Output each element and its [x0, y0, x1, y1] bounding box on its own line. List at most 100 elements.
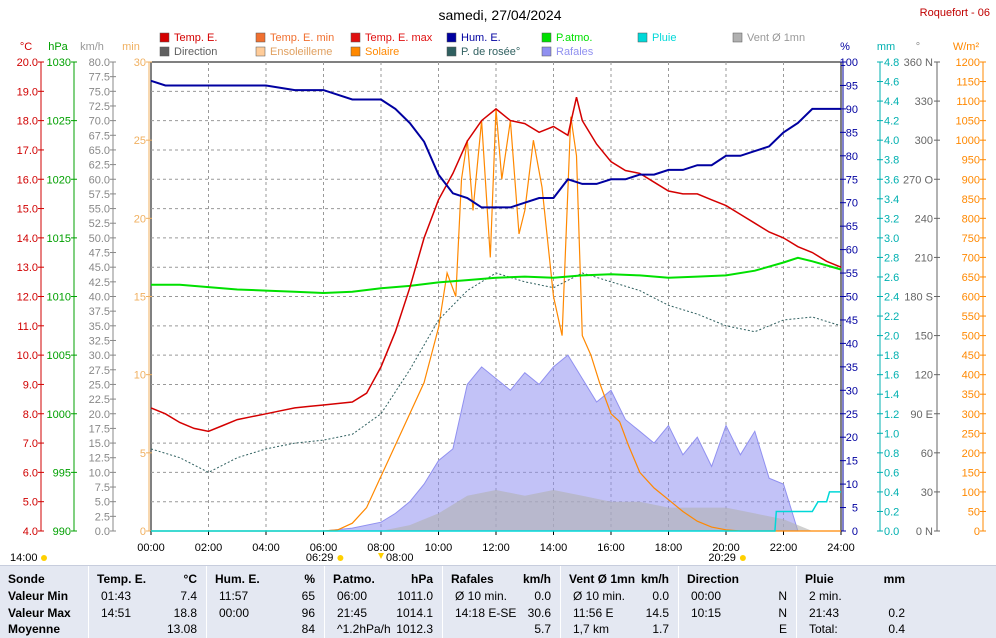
axis-tick-label: 55	[846, 268, 858, 280]
summary-cell-row: 00:00 N	[679, 587, 797, 605]
axis-tick-label: 2.8	[884, 252, 899, 264]
summary-cell-label: 00:00	[219, 606, 250, 620]
axis-tick-label: 10.0	[89, 467, 110, 479]
axis-tick-label: 22.5	[89, 394, 110, 406]
axis-tick-label: 1000	[47, 409, 71, 421]
axis-tick-label: 30	[921, 487, 933, 499]
axis-tick-label: 20	[134, 213, 146, 225]
axis-tick-label: 60.0	[89, 174, 110, 186]
axis-tick-label: 450	[962, 350, 980, 362]
x-tick-label: 18:00	[655, 542, 683, 554]
x-tick-label: 02:00	[195, 542, 223, 554]
chart-plot-area	[150, 79, 842, 532]
axis-tick-label: 0.2	[884, 506, 899, 518]
axis-tick-label: 6.0	[23, 467, 38, 479]
series-hum-e-	[150, 79, 841, 209]
axis-tick-label: 4.6	[884, 77, 899, 89]
axis-tick-label: 120	[915, 370, 933, 382]
summary-cell-value: 18.8	[173, 606, 197, 620]
axis-tick-label: 1200	[956, 57, 980, 69]
axis-tick-label: 65.0	[89, 145, 110, 157]
axis-tick-label: 1030	[47, 57, 71, 69]
axis-tick-label: 4.0	[884, 135, 899, 147]
legend-swatch	[350, 46, 361, 57]
summary-cell-label: 00:00	[691, 589, 722, 603]
summary-unit: km/h	[522, 572, 551, 586]
axis-tick-label: 60	[921, 448, 933, 460]
summary-title: Hum. E.	[215, 572, 260, 586]
axis-tick-label: 47.5	[89, 248, 110, 260]
axis-tick-label: 350	[962, 389, 980, 401]
axis-tick-label: 180 S	[904, 292, 933, 304]
axis-tick-label: 14.0	[17, 233, 38, 245]
summary-cell-value: E	[778, 622, 787, 636]
axis-tick-label: 4.4	[884, 96, 899, 108]
axis-unit-label: °C	[20, 41, 32, 53]
legend-swatch	[732, 32, 743, 43]
axis-tick-label: 80	[846, 151, 858, 163]
summary-cell-value: N	[778, 606, 787, 620]
axis-tick-label: 300	[915, 135, 933, 147]
series-pluie	[151, 491, 841, 532]
axis-tick-label: 250	[962, 428, 980, 440]
axis-tick-label: 800	[962, 213, 980, 225]
x-tick-label: 08:00	[367, 542, 395, 554]
axis-tick-label: 11.0	[17, 321, 38, 333]
summary-cell-row: 13.08	[89, 620, 207, 638]
axis-tick-label: 1050	[956, 116, 980, 128]
axis-tick-label: 35.0	[89, 321, 110, 333]
summary-column: Direction 00:00 N 10:15 N E	[678, 566, 797, 638]
summary-header: P.atmo. hPa	[325, 570, 443, 588]
summary-cell-label: 21:45	[337, 606, 368, 620]
axis-tick-label: 18.0	[17, 116, 38, 128]
axis-tick-label: 62.5	[89, 160, 110, 172]
axis-tick-label: 1010	[47, 292, 71, 304]
axis-tick-label: 150	[962, 467, 980, 479]
summary-cell-label: ^1.2hPa/h	[337, 622, 391, 636]
series-rafales	[151, 354, 841, 532]
summary-cell-label: 21:43	[809, 606, 840, 620]
x-tick-label: 22:00	[770, 542, 798, 554]
axis-tick-label: 4.8	[884, 57, 899, 69]
summary-unit: %	[304, 572, 315, 586]
summary-cell-value: 14.5	[645, 606, 669, 620]
summary-cell-row: 00:00 96	[207, 604, 325, 622]
summary-unit: hPa	[410, 572, 433, 586]
axis-tick-label: 65	[846, 221, 858, 233]
axis-unit-label: mm	[877, 41, 895, 53]
legend-swatch	[637, 32, 648, 43]
axis-tick-label: 52.5	[89, 218, 110, 230]
sunrise-label: 06:29	[306, 552, 334, 564]
summary-cell-row: ^1.2hPa/h 1012.3	[325, 620, 443, 638]
legend-swatch	[255, 46, 266, 57]
sunrise-icon	[337, 555, 344, 561]
axis-tick-label: 0	[974, 526, 980, 538]
axis-tick-label: 1.0	[884, 428, 899, 440]
summary-cell-row: 10:15 N	[679, 604, 797, 622]
axis-tick-label: 15	[134, 292, 146, 304]
axis-tick-label: 100	[840, 57, 858, 69]
x-tick-label: 12:00	[482, 542, 510, 554]
summary-cell-label: 14:18 E-SE	[455, 606, 517, 620]
axis-tick-label: 50	[968, 506, 980, 518]
axis-tick-label: 70	[846, 198, 858, 210]
summary-title: Pluie	[805, 572, 834, 586]
summary-row-label: Moyenne	[8, 622, 61, 636]
weather-chart: samedi, 27/04/2024 Roquefort - 06 Temp. …	[10, 7, 990, 564]
axis-tick-label: 13.0	[17, 262, 38, 274]
summary-unit: °C	[183, 572, 197, 586]
summary-cell-value: 30.6	[527, 606, 551, 620]
summary-column: Temp. E. °C 01:43 7.4 14:51 18.8 13.08	[88, 566, 207, 638]
axis-tick-label: 200	[962, 448, 980, 460]
axis-tick-label: 650	[962, 272, 980, 284]
axis-tick-label: 2.0	[884, 331, 899, 343]
axis-tick-label: 12.5	[89, 453, 110, 465]
summary-cell-value: 1012.3	[396, 622, 433, 636]
x-tick-label: 24:00	[827, 542, 855, 554]
summary-row-label: Valeur Max	[8, 606, 71, 620]
summary-cell-row: 01:43 7.4	[89, 587, 207, 605]
axis-tick-label: 2.2	[884, 311, 899, 323]
summary-cell-row: Total: 0.4	[797, 620, 915, 638]
axis-tick-label: 850	[962, 194, 980, 206]
axis-tick-label: 990	[53, 526, 71, 538]
